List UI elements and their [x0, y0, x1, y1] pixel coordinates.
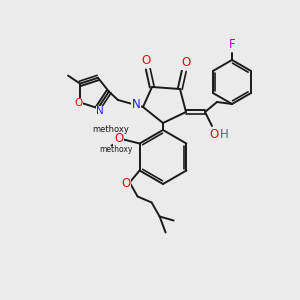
Text: methoxy: methoxy [92, 125, 129, 134]
Text: O: O [121, 177, 130, 190]
Text: methoxy: methoxy [99, 145, 132, 154]
Text: N: N [132, 98, 140, 112]
Text: F: F [229, 38, 235, 52]
Text: O: O [141, 55, 151, 68]
Text: O: O [209, 128, 219, 140]
Text: O: O [74, 98, 82, 108]
Text: O: O [114, 132, 123, 145]
Text: H: H [220, 128, 228, 140]
Text: N: N [96, 106, 104, 116]
Text: O: O [182, 56, 190, 70]
